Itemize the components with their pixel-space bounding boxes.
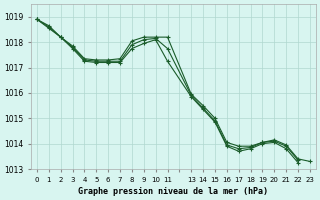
X-axis label: Graphe pression niveau de la mer (hPa): Graphe pression niveau de la mer (hPa) bbox=[78, 187, 268, 196]
